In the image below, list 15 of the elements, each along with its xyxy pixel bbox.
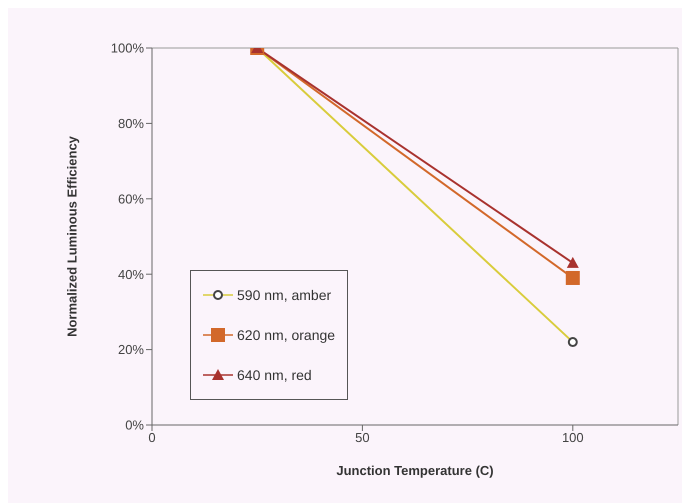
- x-tick-label: 0: [148, 430, 156, 446]
- y-tick-label: 0%: [125, 418, 144, 433]
- legend-label: 640 nm, red: [237, 367, 312, 383]
- point: [566, 270, 580, 285]
- legend-label: 620 nm, orange: [237, 327, 336, 343]
- x-axis-title: Junction Temperature (C): [336, 463, 494, 478]
- y-tick-label: 40%: [118, 266, 144, 282]
- x-tick-label: 50: [355, 430, 370, 446]
- y-tick-label: 80%: [118, 116, 144, 132]
- y-tick-label: 20%: [118, 342, 144, 358]
- legend-label: 590 nm, amber: [237, 287, 332, 303]
- y-tick-label: 100%: [110, 40, 144, 56]
- y-axis-title: Normalized Luminous Efficiency: [64, 135, 80, 337]
- x-tick-label: 100: [562, 430, 584, 446]
- y-tick-label: 60%: [118, 191, 144, 206]
